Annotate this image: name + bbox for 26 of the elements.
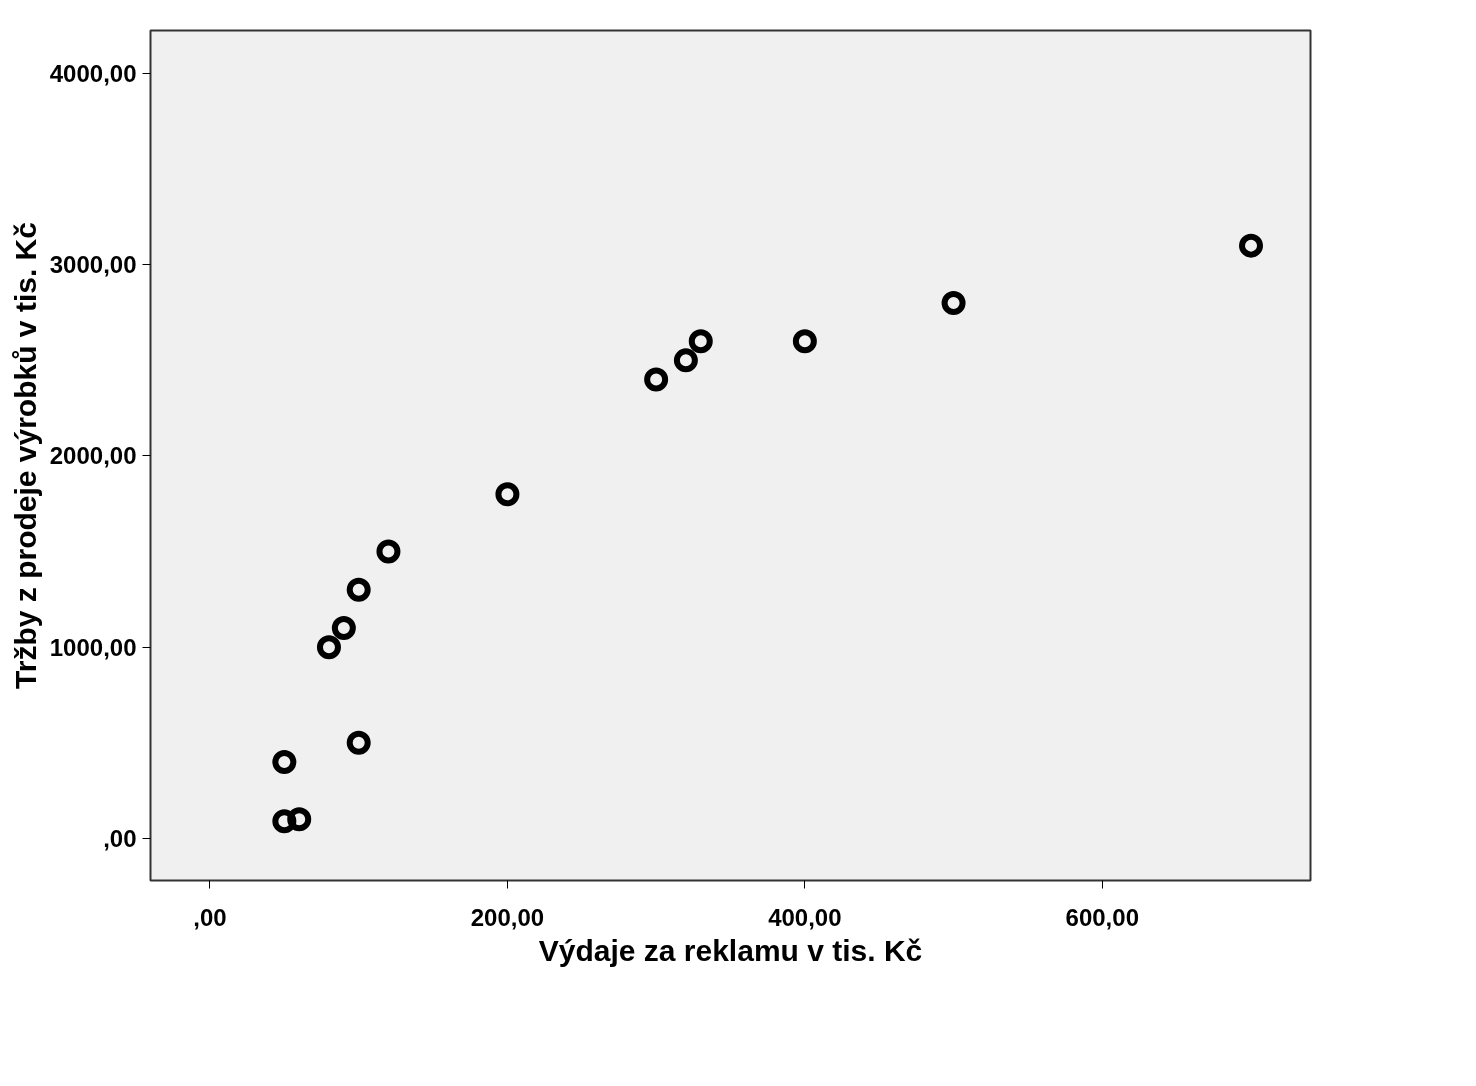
x-axis-title: Výdaje za reklamu v tis. Kč [538,933,923,967]
point [346,730,371,755]
point [272,749,297,774]
point [792,329,817,354]
point [1239,233,1264,258]
y-tick-label: ,00 [103,824,137,852]
y-tick-label: 4000,00 [49,60,137,88]
point [644,367,669,392]
y-tick-label: 2000,00 [49,442,137,470]
point [316,635,341,660]
y-tick-label: 3000,00 [49,251,137,279]
point [495,482,520,507]
point [331,616,356,641]
point [272,809,297,834]
y-tick-label: 1000,00 [49,633,137,661]
point [287,807,312,832]
point [376,539,401,564]
point [673,348,698,373]
x-tick-label: 600,00 [1065,903,1139,931]
x-tick-label: 400,00 [768,903,842,931]
point [941,291,966,315]
point [688,329,713,354]
x-tick-label: ,00 [193,903,227,931]
y-axis-title: Tržby z prodeje výrobků v tis. Kč [8,222,42,689]
x-tick-label: 200,00 [470,903,545,931]
point [346,577,371,602]
